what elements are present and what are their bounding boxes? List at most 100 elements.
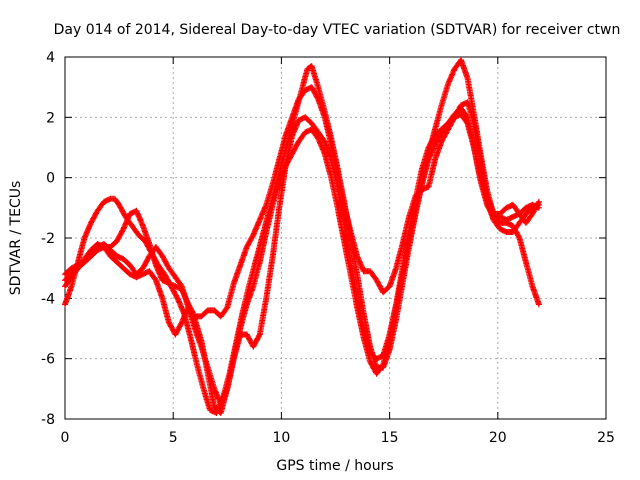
data-point [161, 297, 164, 300]
data-point [265, 230, 268, 234]
data-point [115, 239, 119, 243]
data-point [258, 218, 261, 222]
data-point [70, 285, 73, 288]
data-point [472, 146, 476, 149]
data-point [239, 327, 242, 330]
data-point [427, 158, 430, 161]
data-point [329, 176, 333, 179]
data-point [154, 245, 158, 249]
data-point [76, 266, 80, 270]
data-point [128, 263, 132, 267]
data-point [420, 182, 424, 185]
data-point [537, 303, 541, 306]
data-point [258, 333, 261, 336]
data-point [219, 411, 223, 415]
data-point [381, 363, 385, 366]
y-tick-label: -4 [41, 291, 55, 307]
data-point [284, 164, 287, 167]
data-point [226, 306, 229, 309]
data-point [355, 254, 359, 258]
data-point [115, 260, 119, 264]
data-point [206, 309, 210, 312]
data-point [349, 273, 352, 276]
data-point [206, 372, 210, 375]
y-tick-label: -6 [41, 352, 55, 368]
data-point [83, 257, 86, 261]
data-point [427, 146, 430, 149]
data-point [511, 230, 515, 234]
data-point [446, 128, 450, 131]
data-point [420, 167, 424, 170]
data-point [278, 182, 281, 185]
data-point [265, 203, 268, 207]
y-tick-label: -8 [41, 412, 55, 428]
data-point [537, 203, 541, 207]
data-point [459, 113, 463, 116]
data-point [531, 206, 534, 210]
data-point [252, 285, 255, 288]
data-point [63, 279, 67, 282]
data-point [427, 185, 430, 188]
data-point [122, 257, 125, 261]
data-point [154, 263, 158, 267]
data-point [316, 131, 320, 134]
data-point [174, 285, 177, 288]
data-point [271, 254, 274, 258]
y-tick-label: 2 [46, 110, 55, 126]
data-point [148, 242, 151, 246]
data-point [524, 206, 528, 210]
data-point [135, 276, 138, 279]
data-point [355, 273, 359, 276]
data-point [479, 158, 482, 161]
data-point [388, 339, 391, 342]
data-point [176, 297, 179, 300]
data-point [316, 137, 320, 140]
data-point [102, 200, 106, 203]
data-point [459, 107, 463, 110]
data-point [174, 333, 177, 336]
x-tick-label: 15 [381, 430, 399, 446]
data-point [433, 134, 437, 137]
data-point [180, 285, 184, 288]
series-markers [62, 111, 542, 416]
data-point [245, 333, 248, 336]
data-point [161, 254, 164, 258]
x-axis-label: GPS time / hours [276, 458, 393, 474]
data-point [304, 88, 307, 92]
data-point [505, 230, 508, 234]
data-point [518, 236, 521, 240]
chart-title: Day 014 of 2014, Sidereal Day-to-day VTE… [54, 22, 621, 38]
data-point [440, 131, 443, 134]
data-point [342, 239, 346, 243]
data-point [128, 212, 132, 216]
data-point [297, 98, 300, 101]
y-axis-label: SDTVAR / TECUs [8, 181, 24, 296]
data-point [232, 357, 235, 360]
data-point [195, 363, 199, 366]
data-point [163, 273, 166, 276]
data-point [466, 101, 469, 104]
x-tick-label: 25 [597, 430, 615, 446]
data-point [180, 321, 184, 324]
data-point [148, 269, 151, 273]
data-point [89, 254, 93, 258]
data-point [128, 273, 132, 276]
data-point [306, 67, 309, 71]
data-point [453, 67, 456, 71]
data-point [122, 227, 125, 231]
data-point [492, 218, 495, 222]
data-point [323, 116, 326, 119]
data-point [291, 116, 294, 119]
data-point [440, 140, 443, 143]
data-point [414, 209, 417, 213]
data-point [505, 218, 508, 222]
data-point [115, 254, 119, 258]
data-point [189, 336, 192, 339]
data-point [141, 224, 145, 228]
data-point [70, 266, 73, 270]
data-point [70, 273, 73, 276]
data-point [381, 291, 385, 294]
data-point [310, 64, 313, 68]
data-point [329, 158, 333, 161]
data-point [401, 273, 404, 276]
